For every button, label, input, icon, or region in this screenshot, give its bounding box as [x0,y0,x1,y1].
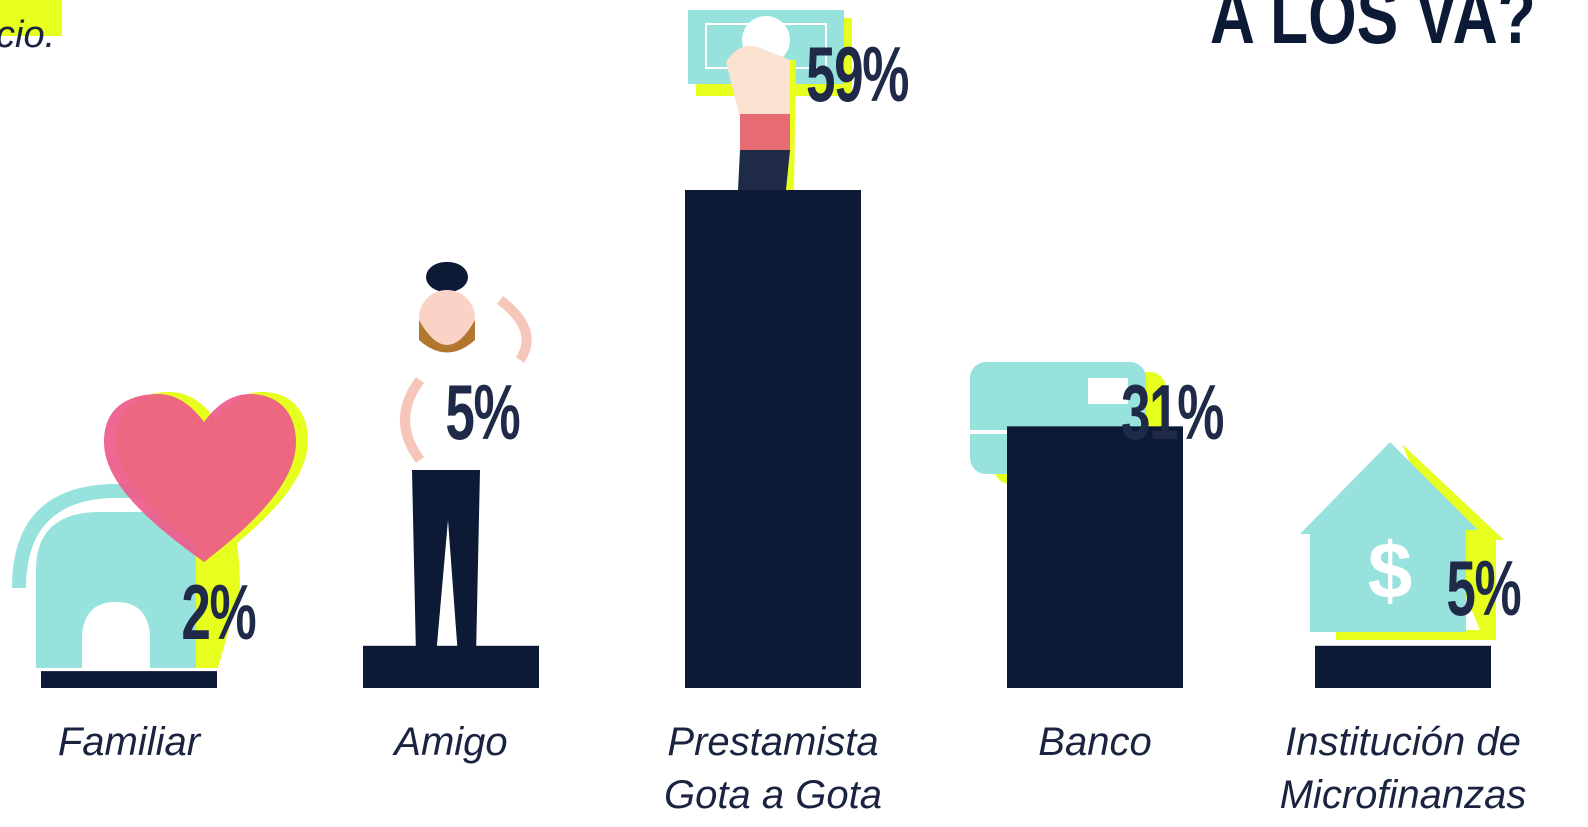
illustration-house: $ [1300,442,1504,640]
data-label: 2% [180,568,256,656]
illustration-hand [688,10,852,190]
data-label: 5% [1445,544,1521,632]
illustration-friend [400,262,532,656]
bar [1007,426,1183,688]
bar [685,190,861,688]
x-tick-label: Banco [1038,720,1152,764]
subtitle-fragment: cio. [0,14,56,56]
x-tick-label: Institución de Microfinanzas [1279,720,1527,817]
illustration-home [12,392,308,668]
chart-title: A LOS VA? [1210,0,1536,60]
bar [363,645,539,688]
bar [41,671,217,688]
data-label: 5% [444,368,520,456]
data-label: 31% [1121,368,1224,456]
data-label: 59% [806,30,909,118]
x-tick-label: Familiar [57,720,201,764]
highlight [0,0,62,36]
dollar-sign: $ [1368,526,1413,615]
x-tick-label: Prestamista Gota a Gota [664,720,882,817]
x-tick-label: Amigo [394,720,508,764]
bar [1315,645,1491,688]
